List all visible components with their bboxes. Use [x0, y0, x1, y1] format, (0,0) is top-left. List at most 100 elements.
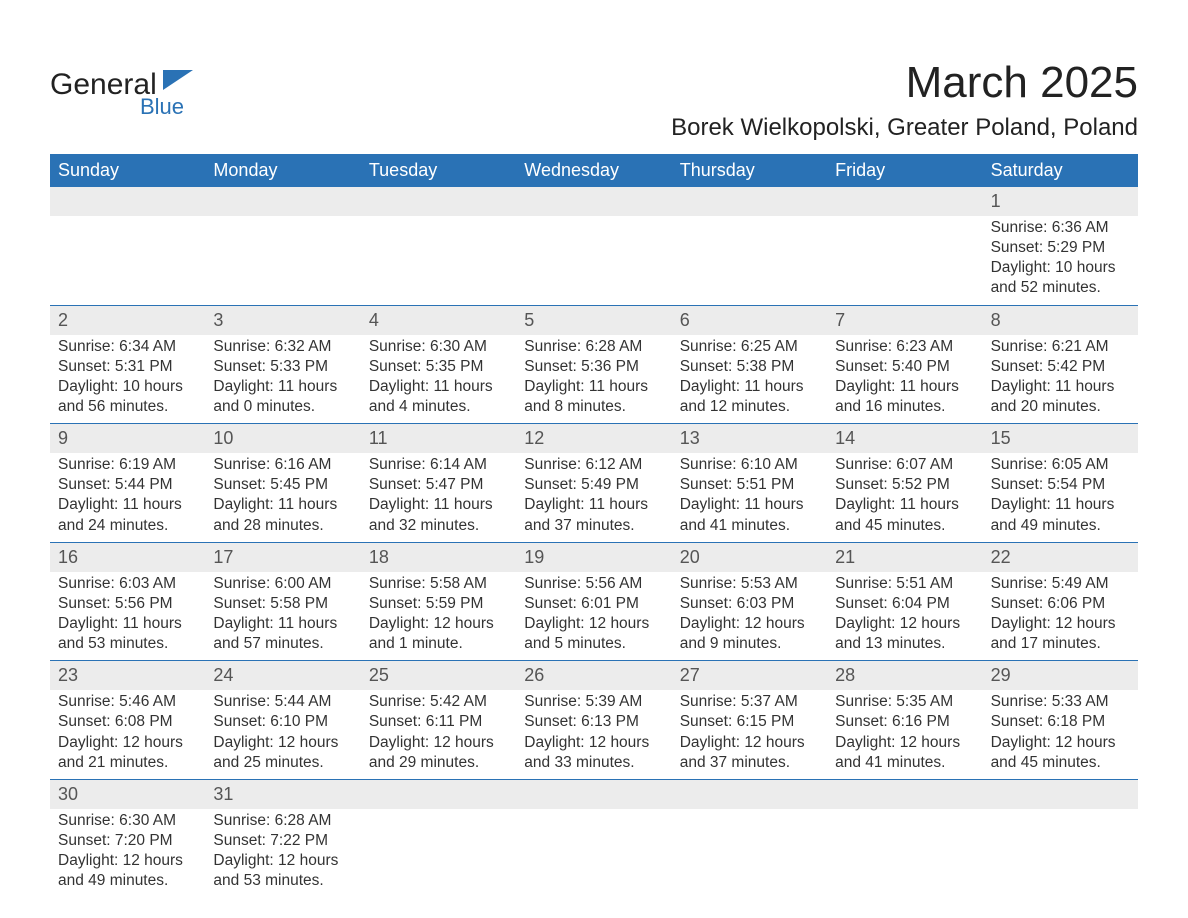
daynum-strip: 2345678: [50, 306, 1138, 335]
sunset-text: Sunset: 5:52 PM: [835, 475, 974, 495]
day-number: 16: [50, 543, 205, 572]
day-cell: Sunrise: 5:49 AMSunset: 6:06 PMDaylight:…: [983, 572, 1138, 661]
day-number: [361, 187, 516, 216]
day-cell: Sunrise: 5:44 AMSunset: 6:10 PMDaylight:…: [205, 690, 360, 779]
daylight1-text: Daylight: 11 hours: [835, 495, 974, 515]
day-number: 13: [672, 424, 827, 453]
daylight1-text: Daylight: 11 hours: [680, 377, 819, 397]
daylight2-text: and 56 minutes.: [58, 397, 197, 417]
day-cell: Sunrise: 6:28 AMSunset: 5:36 PMDaylight:…: [516, 335, 671, 424]
sunset-text: Sunset: 6:08 PM: [58, 712, 197, 732]
daylight2-text: and 32 minutes.: [369, 516, 508, 536]
day-cell: Sunrise: 6:32 AMSunset: 5:33 PMDaylight:…: [205, 335, 360, 424]
day-number: 10: [205, 424, 360, 453]
day-cell: Sunrise: 6:16 AMSunset: 5:45 PMDaylight:…: [205, 453, 360, 542]
daylight1-text: Daylight: 11 hours: [991, 495, 1130, 515]
day-cell: Sunrise: 6:12 AMSunset: 5:49 PMDaylight:…: [516, 453, 671, 542]
day-number: 28: [827, 661, 982, 690]
daylight2-text: and 49 minutes.: [58, 871, 197, 891]
weekday-header: Thursday: [672, 154, 827, 187]
sunrise-text: Sunrise: 6:05 AM: [991, 455, 1130, 475]
day-number: 19: [516, 543, 671, 572]
daylight1-text: Daylight: 12 hours: [369, 614, 508, 634]
day-number: [983, 780, 1138, 809]
day-cell: Sunrise: 6:03 AMSunset: 5:56 PMDaylight:…: [50, 572, 205, 661]
sunset-text: Sunset: 5:33 PM: [213, 357, 352, 377]
day-cell: Sunrise: 6:19 AMSunset: 5:44 PMDaylight:…: [50, 453, 205, 542]
sunset-text: Sunset: 5:36 PM: [524, 357, 663, 377]
daylight1-text: Daylight: 11 hours: [835, 377, 974, 397]
day-number: 31: [205, 780, 360, 809]
daylight2-text: and 33 minutes.: [524, 753, 663, 773]
sunrise-text: Sunrise: 5:35 AM: [835, 692, 974, 712]
day-number: 26: [516, 661, 671, 690]
day-cell: Sunrise: 6:14 AMSunset: 5:47 PMDaylight:…: [361, 453, 516, 542]
day-number: 5: [516, 306, 671, 335]
day-cell: Sunrise: 6:36 AMSunset: 5:29 PMDaylight:…: [983, 216, 1138, 305]
sunset-text: Sunset: 5:47 PM: [369, 475, 508, 495]
header: General Blue March 2025 Borek Wielkopols…: [50, 40, 1138, 142]
sunset-text: Sunset: 5:44 PM: [58, 475, 197, 495]
daylight1-text: Daylight: 11 hours: [58, 614, 197, 634]
sunset-text: Sunset: 5:59 PM: [369, 594, 508, 614]
day-number: 24: [205, 661, 360, 690]
day-number: 4: [361, 306, 516, 335]
day-cell: Sunrise: 6:34 AMSunset: 5:31 PMDaylight:…: [50, 335, 205, 424]
sunrise-text: Sunrise: 6:03 AM: [58, 574, 197, 594]
day-cell: [361, 809, 516, 898]
sunset-text: Sunset: 5:49 PM: [524, 475, 663, 495]
sunrise-text: Sunrise: 5:53 AM: [680, 574, 819, 594]
daylight1-text: Daylight: 11 hours: [680, 495, 819, 515]
sunrise-text: Sunrise: 6:00 AM: [213, 574, 352, 594]
daylight2-text: and 49 minutes.: [991, 516, 1130, 536]
sunset-text: Sunset: 6:11 PM: [369, 712, 508, 732]
daylight1-text: Daylight: 10 hours: [991, 258, 1130, 278]
sunrise-text: Sunrise: 6:30 AM: [369, 337, 508, 357]
sunrise-text: Sunrise: 6:36 AM: [991, 218, 1130, 238]
daylight1-text: Daylight: 11 hours: [213, 377, 352, 397]
daylight2-text: and 12 minutes.: [680, 397, 819, 417]
daylight1-text: Daylight: 11 hours: [524, 495, 663, 515]
day-body-row: Sunrise: 6:36 AMSunset: 5:29 PMDaylight:…: [50, 216, 1138, 305]
day-cell: [50, 216, 205, 305]
weeks-container: 1Sunrise: 6:36 AMSunset: 5:29 PMDaylight…: [50, 187, 1138, 897]
sunrise-text: Sunrise: 5:51 AM: [835, 574, 974, 594]
weekday-header: Friday: [827, 154, 982, 187]
daylight1-text: Daylight: 11 hours: [369, 377, 508, 397]
sunrise-text: Sunrise: 5:33 AM: [991, 692, 1130, 712]
sunrise-text: Sunrise: 5:56 AM: [524, 574, 663, 594]
day-number: [50, 187, 205, 216]
daylight2-text: and 53 minutes.: [58, 634, 197, 654]
sunset-text: Sunset: 5:38 PM: [680, 357, 819, 377]
week-row: 1Sunrise: 6:36 AMSunset: 5:29 PMDaylight…: [50, 187, 1138, 306]
daynum-strip: 16171819202122: [50, 543, 1138, 572]
day-number: 17: [205, 543, 360, 572]
weekday-header-row: Sunday Monday Tuesday Wednesday Thursday…: [50, 154, 1138, 187]
sunrise-text: Sunrise: 5:39 AM: [524, 692, 663, 712]
sunrise-text: Sunrise: 6:34 AM: [58, 337, 197, 357]
sunset-text: Sunset: 5:35 PM: [369, 357, 508, 377]
daylight2-text: and 28 minutes.: [213, 516, 352, 536]
day-number: 20: [672, 543, 827, 572]
day-cell: Sunrise: 5:37 AMSunset: 6:15 PMDaylight:…: [672, 690, 827, 779]
day-number: 21: [827, 543, 982, 572]
day-number: 8: [983, 306, 1138, 335]
week-row: 16171819202122Sunrise: 6:03 AMSunset: 5:…: [50, 543, 1138, 662]
daylight1-text: Daylight: 12 hours: [835, 733, 974, 753]
day-cell: [827, 809, 982, 898]
day-cell: [516, 809, 671, 898]
sunrise-text: Sunrise: 6:12 AM: [524, 455, 663, 475]
day-number: 14: [827, 424, 982, 453]
daylight2-text: and 0 minutes.: [213, 397, 352, 417]
sunrise-text: Sunrise: 6:16 AM: [213, 455, 352, 475]
day-cell: Sunrise: 5:46 AMSunset: 6:08 PMDaylight:…: [50, 690, 205, 779]
day-number: 25: [361, 661, 516, 690]
weekday-header: Tuesday: [361, 154, 516, 187]
day-body-row: Sunrise: 6:30 AMSunset: 7:20 PMDaylight:…: [50, 809, 1138, 898]
daylight2-text: and 41 minutes.: [835, 753, 974, 773]
day-cell: [983, 809, 1138, 898]
daylight2-text: and 16 minutes.: [835, 397, 974, 417]
sunrise-text: Sunrise: 6:07 AM: [835, 455, 974, 475]
daylight1-text: Daylight: 10 hours: [58, 377, 197, 397]
calendar: Sunday Monday Tuesday Wednesday Thursday…: [50, 154, 1138, 897]
